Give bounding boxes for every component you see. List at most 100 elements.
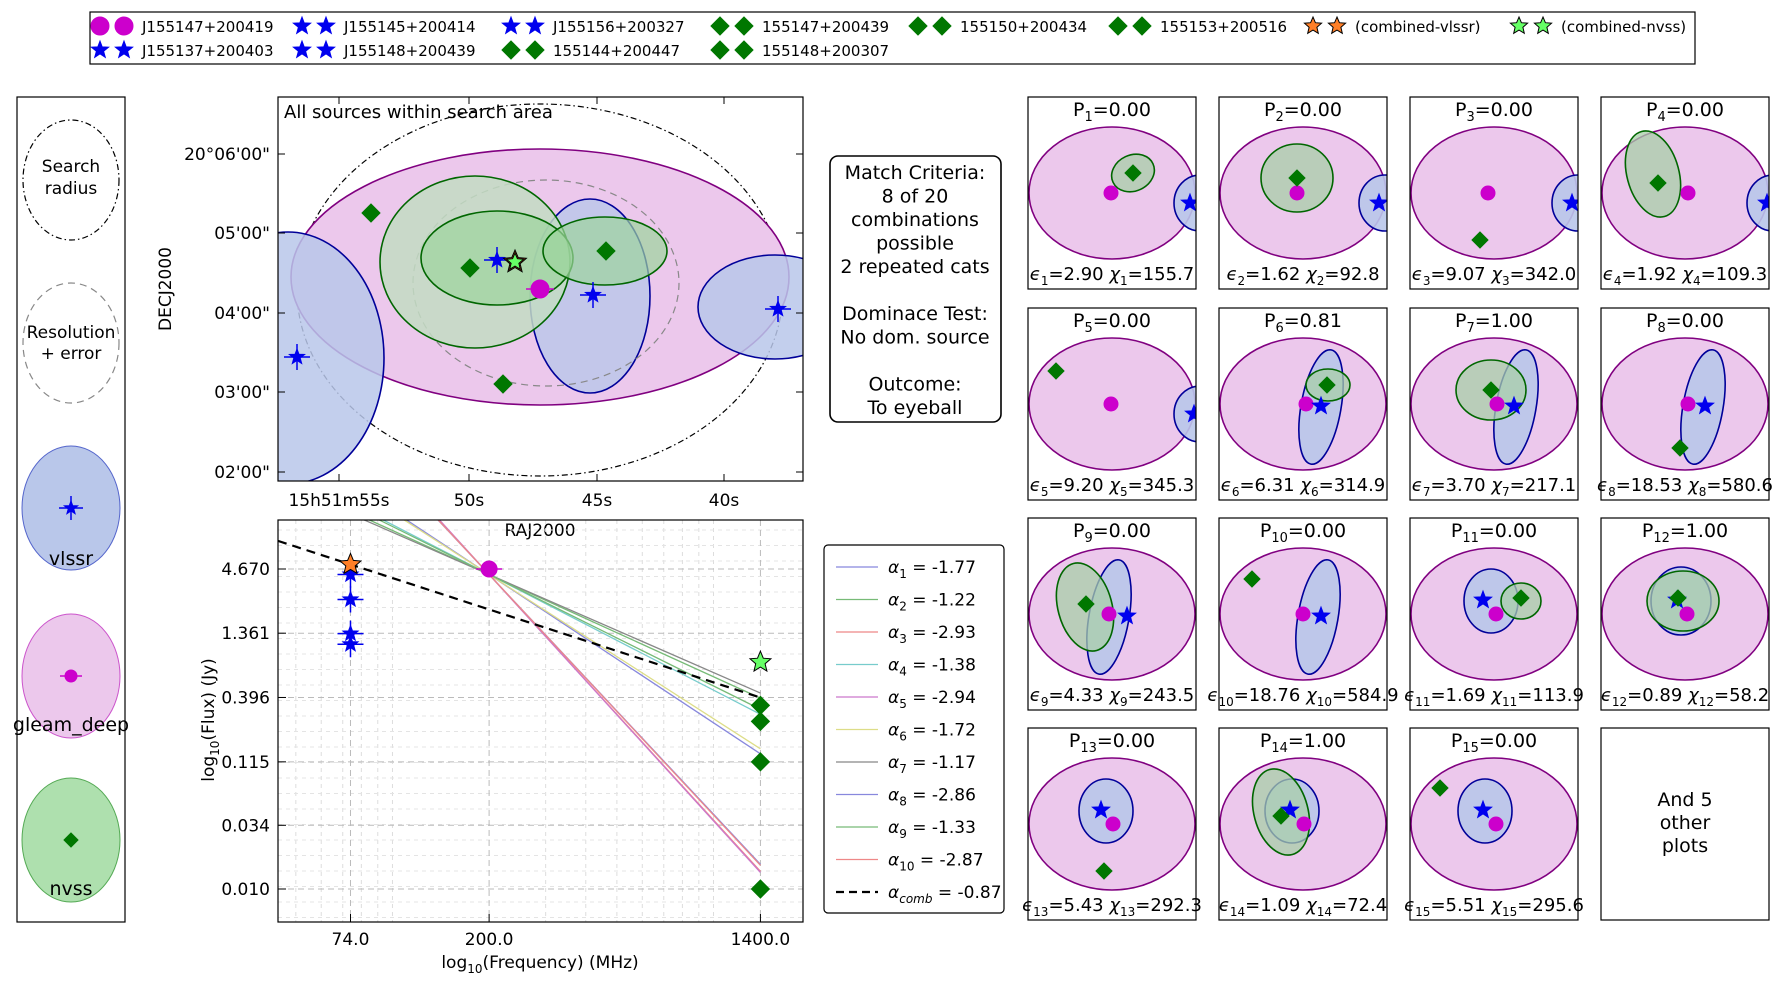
sky-ytick-label: 04'00" xyxy=(214,304,270,324)
alpha-legend-item-5: α5 = -2.94 xyxy=(836,688,976,711)
combination-panel-5: P5=0.00 ϵ5=9.20 χ5=345.3 xyxy=(1027,307,1197,501)
panel-vlssr-star xyxy=(1695,395,1715,415)
panel-probability: P15=0.00 xyxy=(1451,730,1537,756)
panel-vlssr-star xyxy=(1117,605,1137,625)
spectral-fit-line-10 xyxy=(437,520,761,866)
alpha-legend-label: α10 = -2.87 xyxy=(888,851,984,874)
panel-gleam-dot xyxy=(1289,185,1305,201)
panel-stats: ϵ15=5.51 χ15=295.6 xyxy=(1404,895,1584,919)
panel-frame xyxy=(1600,307,1770,501)
panel-probability: P2=0.00 xyxy=(1264,99,1342,125)
panel-probability: P4=0.00 xyxy=(1646,99,1724,125)
other-plots-label: plots xyxy=(1662,835,1708,857)
vlssr-key-star xyxy=(59,496,83,520)
legend-item-j155137-200403: J155137+200403 xyxy=(90,39,274,60)
legend-item-label: J155147+200419 xyxy=(141,18,274,36)
sky-xtick-label: 15h51m55s xyxy=(288,491,389,511)
combination-panel-6: P6=0.81 ϵ6=6.31 χ6=314.9 xyxy=(1218,307,1388,501)
spec-combined-nvss-point xyxy=(748,649,773,673)
panel-stats: ϵ13=5.43 χ13=292.3 xyxy=(1022,895,1202,919)
panel-frame xyxy=(1409,307,1579,501)
legend-item-155144-200447: 155144+200447 xyxy=(501,40,680,60)
legend-item-combined-vlssr: (combined-vlssr) xyxy=(1303,15,1481,36)
spectral-fit-line-6 xyxy=(403,520,761,750)
legend-marker-b xyxy=(1533,15,1553,35)
spec-ytick-label: 0.034 xyxy=(221,816,270,836)
other-plots-label: other xyxy=(1660,812,1711,834)
panel-stats: ϵ14=1.09 χ14=72.4 xyxy=(1219,895,1387,919)
legend-marker-a xyxy=(501,40,521,60)
legend-item-label: J155148+200439 xyxy=(343,42,476,60)
panel-nvss-diamond xyxy=(1471,231,1489,249)
search-radius-label-2: radius xyxy=(45,179,98,199)
spec-vlssr-point-2 xyxy=(337,586,364,613)
legend-item-label: 155147+200439 xyxy=(762,18,889,36)
panel-nvss-diamond xyxy=(1431,779,1449,797)
alpha-legend-item-2: α2 = -1.22 xyxy=(836,591,976,614)
sky-xtick-label: 45s xyxy=(582,491,613,511)
panel-probability: P6=0.81 xyxy=(1264,310,1342,336)
alpha-legend-item-8: α8 = -2.86 xyxy=(836,786,976,809)
panel-vlssr-ellipse xyxy=(1358,174,1387,232)
panel-gleam-dot xyxy=(1296,816,1312,832)
legend-marker-b xyxy=(114,39,134,59)
sky-xtick-label: 50s xyxy=(454,491,485,511)
panel-frame xyxy=(1027,517,1197,711)
panel-vlssr-star xyxy=(1311,395,1331,415)
alpha-legend-label: α7 = -1.17 xyxy=(888,753,976,776)
combination-panel-1: P1=0.00 ϵ1=2.90 χ1=155.7 xyxy=(1027,96,1197,290)
alpha-legend-item-7: α7 = -1.17 xyxy=(836,753,976,776)
panel-nvss-diamond xyxy=(1124,164,1142,182)
panel-gleam-dot xyxy=(1488,816,1504,832)
panel-stats: ϵ12=0.89 χ12=58.2 xyxy=(1601,685,1769,709)
top-legend: J155147+200419 J155145+200414 J155156+2003… xyxy=(89,11,1696,65)
panel-probability: P7=1.00 xyxy=(1455,310,1533,336)
match-criteria-line: To eyeball xyxy=(867,397,963,419)
panel-vlssr-ellipse xyxy=(1746,174,1769,232)
search-radius-ellipse xyxy=(22,119,120,241)
spec-ytick-label: 0.115 xyxy=(221,753,270,773)
combination-panel-12: P12=1.00 ϵ12=0.89 χ12=58.2 xyxy=(1600,517,1770,711)
alpha-legend-label: α2 = -1.22 xyxy=(888,591,976,614)
alpha-legend-item-comb: αcomb = -0.87 xyxy=(836,883,1002,906)
resolution-circle xyxy=(412,179,680,387)
spectral-plot-ylabel: log10(Flux) (Jy) xyxy=(199,658,222,782)
nvss-source-155153 xyxy=(361,203,381,223)
panel-nvss-diamond xyxy=(1243,570,1261,588)
alpha-legend-item-6: α6 = -1.72 xyxy=(836,721,976,744)
legend-item-label: 155150+200434 xyxy=(960,18,1087,36)
spectral-plot: 74.0 200.0 1400.0 4.670 1.361 0.396 0.115 0.034… xyxy=(199,519,804,976)
alpha-legend-label: α8 = -2.86 xyxy=(888,786,976,809)
combination-panel-8: P8=0.00 ϵ8=18.53 χ8=580.6 xyxy=(1597,307,1773,501)
panel-stats: ϵ4=1.92 χ4=109.3 xyxy=(1603,264,1768,288)
match-criteria-line: Dominace Test: xyxy=(842,303,988,325)
legend-marker-b xyxy=(316,15,336,35)
match-criteria-box: Match Criteria:8 of 20combinationspossib… xyxy=(829,155,1002,423)
legend-marker-a xyxy=(90,39,110,59)
panel-frame xyxy=(1409,96,1579,290)
alpha-legend-label: αcomb = -0.87 xyxy=(888,883,1002,906)
legend-item-j155147-200419: J155147+200419 xyxy=(90,16,274,36)
alpha-legend-item-4: α4 = -1.38 xyxy=(836,656,976,679)
legend-item-label: 155144+200447 xyxy=(553,42,680,60)
match-criteria-line: Outcome: xyxy=(868,374,961,396)
legend-marker-a xyxy=(908,16,928,36)
sky-xtick-label: 40s xyxy=(709,491,740,511)
combination-panel-11: P11=0.00 ϵ11=1.69 χ11=113.9 xyxy=(1404,517,1584,711)
panel-frame xyxy=(1218,307,1388,501)
panel-gleam-dot xyxy=(1679,606,1695,622)
top-legend-frame xyxy=(89,11,1696,65)
panel-vlssr-star xyxy=(1473,589,1493,609)
legend-marker-a xyxy=(292,39,312,59)
sky-ytick-label: 03'00" xyxy=(214,383,270,403)
panel-gleam-dot xyxy=(1298,396,1314,412)
panel-probability: P11=0.00 xyxy=(1451,520,1537,546)
panel-stats: ϵ8=18.53 χ8=580.6 xyxy=(1597,475,1773,499)
panel-vlssr-star xyxy=(1311,605,1331,625)
alpha-legend-item-9: α9 = -1.33 xyxy=(836,818,976,841)
alpha-legend-label: α5 = -2.94 xyxy=(888,688,976,711)
alpha-legend-item-10: α10 = -2.87 xyxy=(836,851,984,874)
gleam-key-marker xyxy=(60,669,82,683)
spectral-plot-xlabel: log10(Frequency) (MHz) xyxy=(441,953,638,976)
